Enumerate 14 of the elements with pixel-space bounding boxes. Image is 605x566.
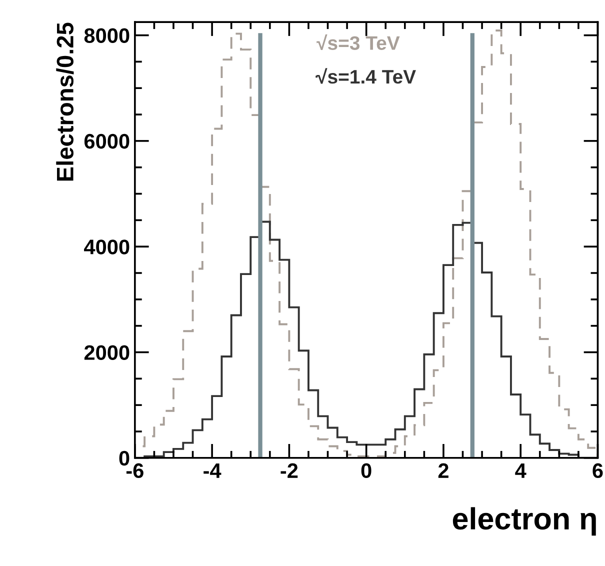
y-axis-title: Electrons/0.25 (56, 22, 74, 181)
legend-label: √s=3 TeV (316, 34, 400, 50)
x-tick-label: 0 (361, 463, 372, 478)
y-tick-label: 6000 (84, 134, 130, 149)
y-tick-label: 2000 (84, 345, 130, 360)
x-tick-label: 6 (592, 463, 603, 478)
x-tick-label: 4 (515, 464, 526, 478)
y-tick-label: 4000 (84, 240, 130, 254)
x-tick-label: 2 (438, 463, 448, 478)
legend-label: √s=1.4 TeV (316, 68, 416, 84)
x-tick-label: -2 (280, 463, 298, 478)
y-tick-label: 8000 (84, 28, 130, 44)
x-axis-title: electron η (452, 507, 596, 536)
x-tick-label: -4 (204, 464, 222, 478)
